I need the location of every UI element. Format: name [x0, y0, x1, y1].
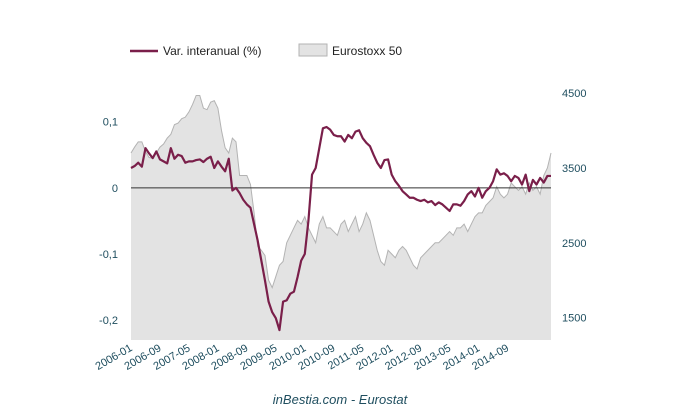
left-tick-label: -0,2 — [99, 315, 118, 327]
right-tick-label: 1500 — [562, 313, 586, 325]
eurostoxx-area — [131, 95, 551, 341]
left-axis: 0,1 0 -0,1 -0,2 — [99, 117, 118, 327]
eurostoxx-area-layer — [130, 94, 552, 341]
left-tick-label: -0,1 — [99, 249, 118, 261]
legend-label-eurostoxx: Eurostoxx 50 — [332, 44, 402, 58]
right-tick-label: 2500 — [562, 238, 586, 250]
legend-label-var-interanual: Var. interanual (%) — [163, 44, 262, 58]
var-interanual-line-layer — [130, 125, 551, 332]
source-label: inBestia.com - Eurostat — [273, 392, 409, 407]
right-axis: 4500 3500 2500 1500 — [562, 88, 586, 324]
left-tick-label: 0 — [112, 183, 118, 195]
legend: Var. interanual (%) Eurostoxx 50 — [130, 43, 402, 58]
var-interanual-line — [130, 125, 551, 332]
right-tick-label: 3500 — [562, 163, 586, 175]
left-tick-label: 0,1 — [103, 117, 118, 129]
x-axis: 2006-012006-092007-052008-012008-092009-… — [94, 342, 512, 373]
eurostoxx-area-outline — [130, 94, 552, 289]
legend-area-swatch — [298, 43, 328, 57]
right-tick-label: 4500 — [562, 88, 586, 100]
